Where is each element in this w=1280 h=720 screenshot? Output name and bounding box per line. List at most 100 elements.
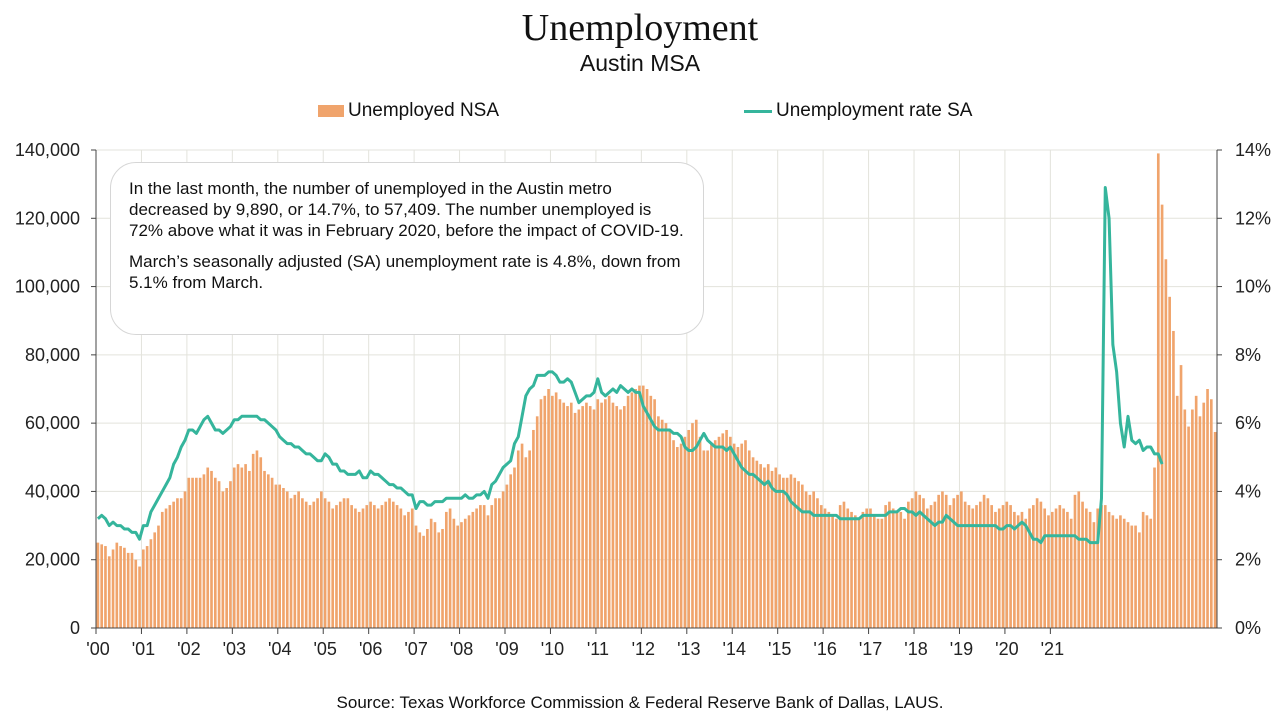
- bar: [535, 416, 539, 628]
- bar: [157, 525, 160, 628]
- bar: [831, 515, 834, 628]
- bar: [126, 552, 130, 628]
- bar: [948, 505, 952, 628]
- bar: [285, 491, 289, 628]
- bar: [823, 508, 827, 628]
- bar: [1209, 399, 1213, 628]
- bar: [581, 406, 584, 628]
- bar: [554, 392, 558, 628]
- bar: [145, 546, 149, 628]
- bar: [751, 457, 755, 628]
- bar: [812, 491, 815, 628]
- bar: [1092, 522, 1096, 628]
- bar: [1081, 501, 1084, 628]
- bar: [1073, 494, 1077, 628]
- bar: [1035, 498, 1039, 628]
- bar: [441, 528, 444, 628]
- bar: [944, 494, 948, 628]
- x-tick-label: '09: [495, 639, 518, 659]
- bar: [963, 501, 967, 628]
- bar: [850, 511, 853, 628]
- x-tick-label: '16: [813, 639, 836, 659]
- bar: [982, 494, 986, 628]
- x-tick-label: '21: [1041, 639, 1064, 659]
- bar: [960, 491, 963, 628]
- y-right-tick-label: 6%: [1235, 413, 1261, 433]
- bar: [899, 511, 903, 628]
- bar: [524, 457, 528, 628]
- bar: [1024, 518, 1028, 628]
- bar: [391, 501, 395, 628]
- bar: [479, 505, 482, 628]
- y-left-tick-label: 60,000: [25, 413, 80, 433]
- bar: [399, 508, 403, 628]
- bar: [1054, 508, 1058, 628]
- legend-item-bars: Unemployed NSA: [318, 100, 499, 122]
- y-right-tick-label: 2%: [1235, 550, 1261, 570]
- bar: [1141, 511, 1145, 628]
- bar: [967, 505, 971, 628]
- bar: [482, 505, 486, 628]
- bar: [766, 464, 770, 628]
- bar: [1096, 508, 1100, 628]
- x-tick-label: '20: [995, 639, 1018, 659]
- x-tick-label: '11: [587, 639, 609, 659]
- bar: [282, 488, 285, 628]
- bar: [494, 498, 497, 628]
- bar: [956, 494, 959, 628]
- annotation-box: In the last month, the number of unemplo…: [110, 162, 704, 335]
- bar: [395, 505, 399, 628]
- bar: [444, 511, 448, 628]
- bar: [888, 501, 891, 628]
- bar: [195, 477, 198, 628]
- bar: [191, 477, 194, 628]
- bar: [289, 498, 293, 628]
- y-left-tick-label: 40,000: [25, 481, 80, 501]
- bar: [225, 488, 228, 628]
- bar: [876, 518, 880, 628]
- bar: [562, 402, 566, 628]
- bar: [729, 436, 732, 628]
- bar: [376, 508, 380, 628]
- x-tick-label: '05: [313, 639, 336, 659]
- bar: [736, 447, 740, 628]
- x-tick-label: '14: [723, 639, 746, 659]
- bar: [274, 484, 278, 628]
- bar: [702, 450, 706, 628]
- bar: [172, 501, 175, 628]
- tick-labels: 0 0% 20,000 2% 40,000 4% 60,000 6% 80,000 8% 100,0…: [15, 140, 1271, 659]
- y-left-tick-label: 20,000: [25, 550, 80, 570]
- bar: [1153, 467, 1156, 628]
- bar: [1191, 409, 1194, 628]
- bar: [713, 440, 717, 628]
- bar: [403, 515, 406, 628]
- bar: [551, 395, 554, 628]
- legend-line-swatch: [744, 109, 772, 113]
- bar: [1172, 330, 1175, 628]
- x-tick-label: '17: [859, 639, 882, 659]
- bar: [301, 498, 304, 628]
- bar: [153, 532, 157, 628]
- bar: [1202, 402, 1206, 628]
- y-left-tick-label: 100,000: [15, 277, 80, 297]
- bar: [725, 429, 728, 628]
- bar: [248, 470, 251, 628]
- bar: [1001, 505, 1005, 628]
- bar: [448, 508, 452, 628]
- bar: [676, 447, 679, 628]
- bar: [744, 440, 747, 628]
- bar: [179, 498, 183, 628]
- bar: [630, 392, 634, 628]
- bar: [952, 498, 956, 628]
- bar: [585, 402, 588, 628]
- bar: [467, 515, 471, 628]
- bar: [516, 450, 520, 628]
- x-tick-label: '03: [223, 639, 246, 659]
- bar: [865, 508, 869, 628]
- bar: [210, 470, 213, 628]
- bar: [846, 508, 850, 628]
- bar: [668, 429, 672, 628]
- bar: [255, 450, 259, 628]
- x-tick-label: '01: [132, 639, 155, 659]
- bar: [1160, 204, 1164, 628]
